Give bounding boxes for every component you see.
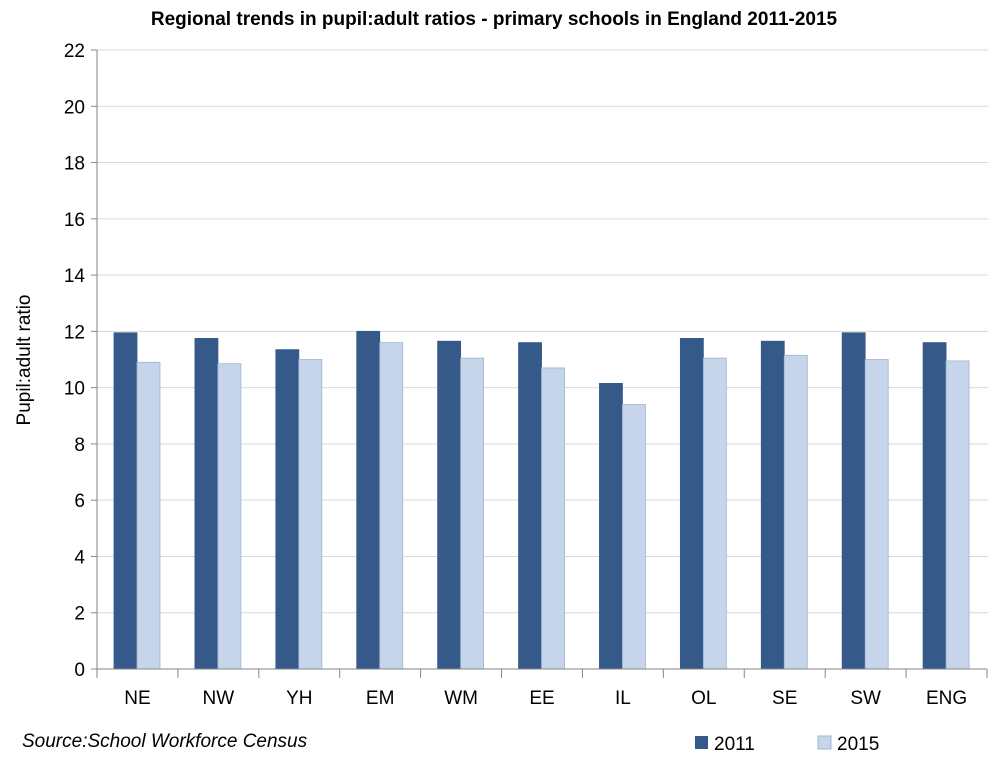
axes (91, 49, 988, 678)
x-tick-label: YH (286, 688, 312, 709)
y-tick-label: 18 (64, 154, 85, 175)
bar-2011-SW (841, 332, 866, 670)
y-tick-label: 10 (64, 379, 85, 400)
bar-2015-YH (298, 359, 323, 670)
bar-2015-EM (379, 342, 404, 670)
x-tick-label: OL (691, 688, 716, 709)
bar-2015-EE (541, 367, 565, 670)
x-tick-label: EE (529, 688, 554, 709)
bar-2011-IL (599, 383, 623, 670)
legend: 2011 2015 (695, 734, 879, 755)
x-tick-label: WM (444, 688, 478, 709)
x-tick-label: EM (366, 688, 395, 709)
x-tick-label: NE (124, 688, 150, 709)
y-tick-label: 22 (64, 41, 85, 62)
chart-title: Regional trends in pupil:adult ratios - … (151, 9, 838, 30)
y-tick-label: 16 (64, 210, 85, 231)
bar-2015-NE (136, 361, 161, 670)
bar-2015-SE (783, 354, 808, 670)
x-tick-label: IL (615, 688, 631, 709)
y-tick-label: 6 (74, 491, 85, 512)
bar-2011-ENG (922, 342, 947, 670)
legend-label-2011: 2011 (714, 734, 755, 755)
bars (113, 330, 970, 670)
y-tick-label: 14 (64, 266, 86, 287)
bar-2015-ENG (945, 360, 970, 670)
bar-2015-SW (864, 359, 889, 670)
bar-2011-NW (194, 337, 219, 670)
x-tick-label: SE (772, 688, 797, 709)
legend-label-2015: 2015 (837, 734, 879, 755)
y-tick-label: 20 (64, 97, 85, 118)
bar-2015-NW (217, 363, 242, 670)
bar-2011-OL (679, 337, 704, 670)
y-tick-label: 8 (74, 435, 85, 456)
y-tick-label: 0 (74, 660, 85, 681)
y-tick-label: 12 (64, 322, 85, 343)
y-tick-label: 4 (74, 547, 85, 568)
bar-2015-IL (622, 404, 646, 670)
bar-2011-WM (437, 340, 462, 670)
bar-2011-EM (356, 330, 381, 670)
x-tick-label: SW (850, 688, 881, 709)
bar-2011-YH (275, 349, 300, 670)
source-note: Source:School Workforce Census (22, 731, 308, 752)
y-tick-label: 2 (74, 604, 85, 625)
bar-2015-OL (702, 357, 727, 670)
bar-2015-WM (460, 357, 485, 670)
bar-2011-EE (518, 342, 542, 670)
tick-labels: 0 2 4 6 8 10 12 14 16 18 20 22 NE NW YH EM WM EE IL OL SE SW E… (64, 41, 967, 709)
legend-swatch-2015 (817, 735, 832, 750)
legend-swatch-2011 (695, 736, 708, 749)
bar-2011-NE (113, 332, 138, 670)
x-tick-label: ENG (926, 688, 967, 709)
y-axis-label: Pupil:adult ratio (14, 295, 35, 426)
x-tick-label: NW (203, 688, 235, 709)
bar-2011-SE (760, 340, 785, 670)
